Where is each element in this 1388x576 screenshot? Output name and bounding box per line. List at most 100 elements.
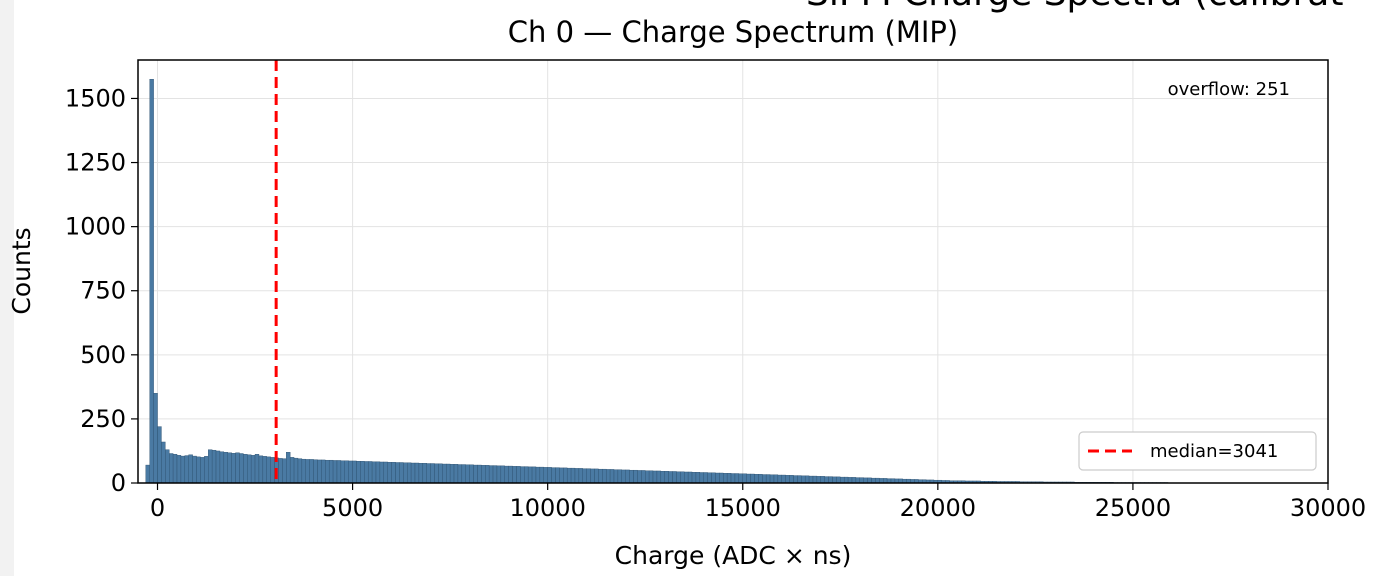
histogram-bar [719,472,724,484]
histogram-bar [855,477,861,484]
histogram-bar [219,451,225,484]
histogram-bar [492,465,498,484]
histogram-bar [769,474,775,484]
histogram-bar [781,474,786,484]
y-tick-label: 0 [111,469,126,497]
histogram-bar [660,471,665,484]
histogram-bar [465,464,470,484]
histogram-bar [399,462,404,484]
histogram-bar [633,469,638,484]
histogram-bar [684,471,689,484]
histogram-bar [547,467,552,484]
histogram-bar [270,457,275,484]
histogram-bar [395,462,400,484]
histogram-bar [605,469,611,484]
histogram-bar [293,457,299,484]
histogram-bar [477,464,482,484]
histogram-bar [594,468,599,484]
histogram-bar [176,455,182,484]
histogram-bar [204,456,209,484]
histogram-bar [414,462,420,484]
histogram-bar [442,463,447,484]
histogram-bar [699,472,704,484]
histogram-bar [820,476,825,484]
x-tick-label: 10000 [509,494,585,522]
histogram-bar [687,471,693,484]
histogram-bar [410,462,416,484]
histogram-bar [762,474,767,484]
histogram-bar [231,453,236,484]
histogram-bar [641,470,646,484]
histogram-bar [317,459,322,484]
histogram-bar [309,459,314,484]
histogram-bar [703,472,708,484]
histogram-bar [344,460,349,484]
y-tick-label: 1500 [65,84,126,112]
y-tick-label: 1250 [65,149,126,177]
histogram-bar [777,474,782,484]
histogram-bar [336,460,342,484]
histogram-bar [161,441,166,484]
histogram-bar [824,476,829,484]
histogram-bar [340,460,345,484]
histogram-bar [165,449,170,484]
histogram-bar [801,475,806,484]
histogram-bar [328,459,334,484]
histogram-bar [235,452,240,484]
histogram-bar [371,461,377,484]
histogram-bar [804,475,810,484]
histogram-bar [863,477,868,484]
x-axis-ticks: 0 5000 10000 15000 20000 25000 30000 [150,483,1366,522]
histogram-bar [286,452,291,484]
histogram-bar [364,461,369,484]
histogram-bar [726,473,732,484]
histogram-bar [145,464,150,484]
histogram-bar [652,470,658,484]
histogram-bar [473,464,478,484]
histogram-bar [570,467,576,484]
histogram-bar [391,462,396,484]
histogram-bar [691,472,697,484]
histogram-bar [797,475,802,484]
histogram-bar [383,461,388,484]
histogram-bar [555,467,560,484]
histogram-bar [379,461,385,484]
histogram-bar [301,458,306,484]
histogram-bar [793,475,798,484]
histogram-bar [208,449,213,484]
histogram-bar [664,471,669,484]
histogram-bar [836,476,841,484]
histogram-bar [188,454,193,484]
histogram-bar [407,462,412,484]
histogram-bar [169,453,174,484]
histogram-bar [438,463,443,484]
histogram-bar [196,456,201,484]
histogram-bar [325,459,330,484]
histogram-bar [449,464,455,484]
histogram-bar [715,472,720,484]
histogram-bar [531,466,537,484]
histogram-bar [508,465,513,484]
histogram-bar [586,468,591,484]
histogram-bar [172,454,178,484]
histogram-bar [457,464,463,484]
histogram-bar [149,79,154,484]
histogram-bar [375,461,381,484]
histogram-bar [352,460,357,484]
y-axis-label: Counts [7,227,36,314]
histogram-bar [754,474,759,484]
histogram-bar [481,465,486,484]
histogram-bar [723,473,728,484]
histogram-bar [851,477,857,484]
histogram-bar [305,459,310,484]
histogram-bar [789,475,794,484]
histogram-bar [297,458,303,484]
histogram-bar [598,468,603,484]
histogram-bar [496,465,502,484]
histogram-bar [816,476,821,484]
chart-title: Ch 0 — Charge Spectrum (MIP) [508,15,958,49]
histogram-bar [262,456,267,484]
window-edge [0,0,14,576]
histogram-bar [625,469,630,484]
x-axis-label: Charge (ADC × ns) [615,541,852,570]
